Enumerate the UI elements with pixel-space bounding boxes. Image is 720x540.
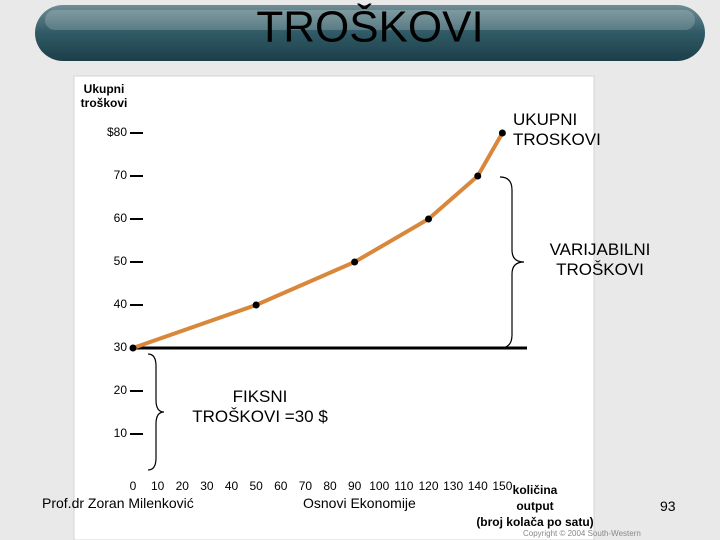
x-tick-label: 70 — [299, 479, 313, 493]
plot-area — [73, 75, 595, 540]
y-tick-label: 60 — [114, 211, 128, 225]
y-tick-label: 30 — [114, 340, 128, 354]
x-tick-label: 10 — [151, 479, 165, 493]
slide-title: TROŠKOVI — [256, 2, 483, 52]
y-tick-label: 70 — [114, 168, 128, 182]
course: Osnovi Ekonomije — [303, 495, 416, 511]
x-tick-label: 80 — [323, 479, 337, 493]
x-tick-label: 100 — [369, 479, 389, 493]
copyright: Copyright © 2004 South-Western — [523, 529, 641, 538]
banner-shine — [45, 10, 695, 30]
data-point — [351, 258, 359, 266]
y-tick-label: $80 — [107, 125, 127, 139]
data-point — [474, 172, 482, 180]
data-point — [252, 301, 260, 309]
total-cost-line — [132, 132, 505, 350]
title-banner — [35, 5, 705, 61]
x-tick-label: 20 — [176, 479, 190, 493]
x-tick-label: 120 — [418, 479, 438, 493]
y-tick-label: 40 — [114, 297, 128, 311]
x-tick-label: 140 — [468, 479, 488, 493]
fixed-cost-label: FIKSNI TROŠKOVI =30 $ — [192, 387, 328, 426]
x-tick-label: 130 — [443, 479, 463, 493]
x-tick-label: 30 — [200, 479, 214, 493]
y-tick-label: 20 — [114, 383, 128, 397]
variable-cost-label: VARIJABILNI TROŠKOVI — [549, 240, 651, 279]
fixed-brace — [147, 353, 165, 471]
author: Prof.dr Zoran Milenković — [42, 495, 194, 511]
y-axis-label: Ukupni troškovi — [80, 82, 128, 110]
page-number: 93 — [660, 498, 676, 514]
x-tick-label: 150 — [492, 479, 512, 493]
x-tick-label: 40 — [225, 479, 239, 493]
y-tick-label: 10 — [114, 426, 128, 440]
x-tick-label: 60 — [274, 479, 288, 493]
x-tick-label: 110 — [394, 479, 413, 493]
x-tick-label: 50 — [249, 479, 263, 493]
data-point — [498, 129, 506, 137]
x-tick-label: 90 — [348, 479, 362, 493]
total-cost-label: UKUPNI TROSKOVI — [513, 110, 601, 149]
variable-brace — [499, 176, 525, 349]
y-tick-label: 50 — [114, 254, 128, 268]
data-point — [425, 215, 432, 223]
x-axis-label: količina output (broj kolača po satu) — [476, 483, 594, 529]
x-tick-label: 0 — [130, 479, 137, 493]
data-point — [129, 344, 137, 352]
